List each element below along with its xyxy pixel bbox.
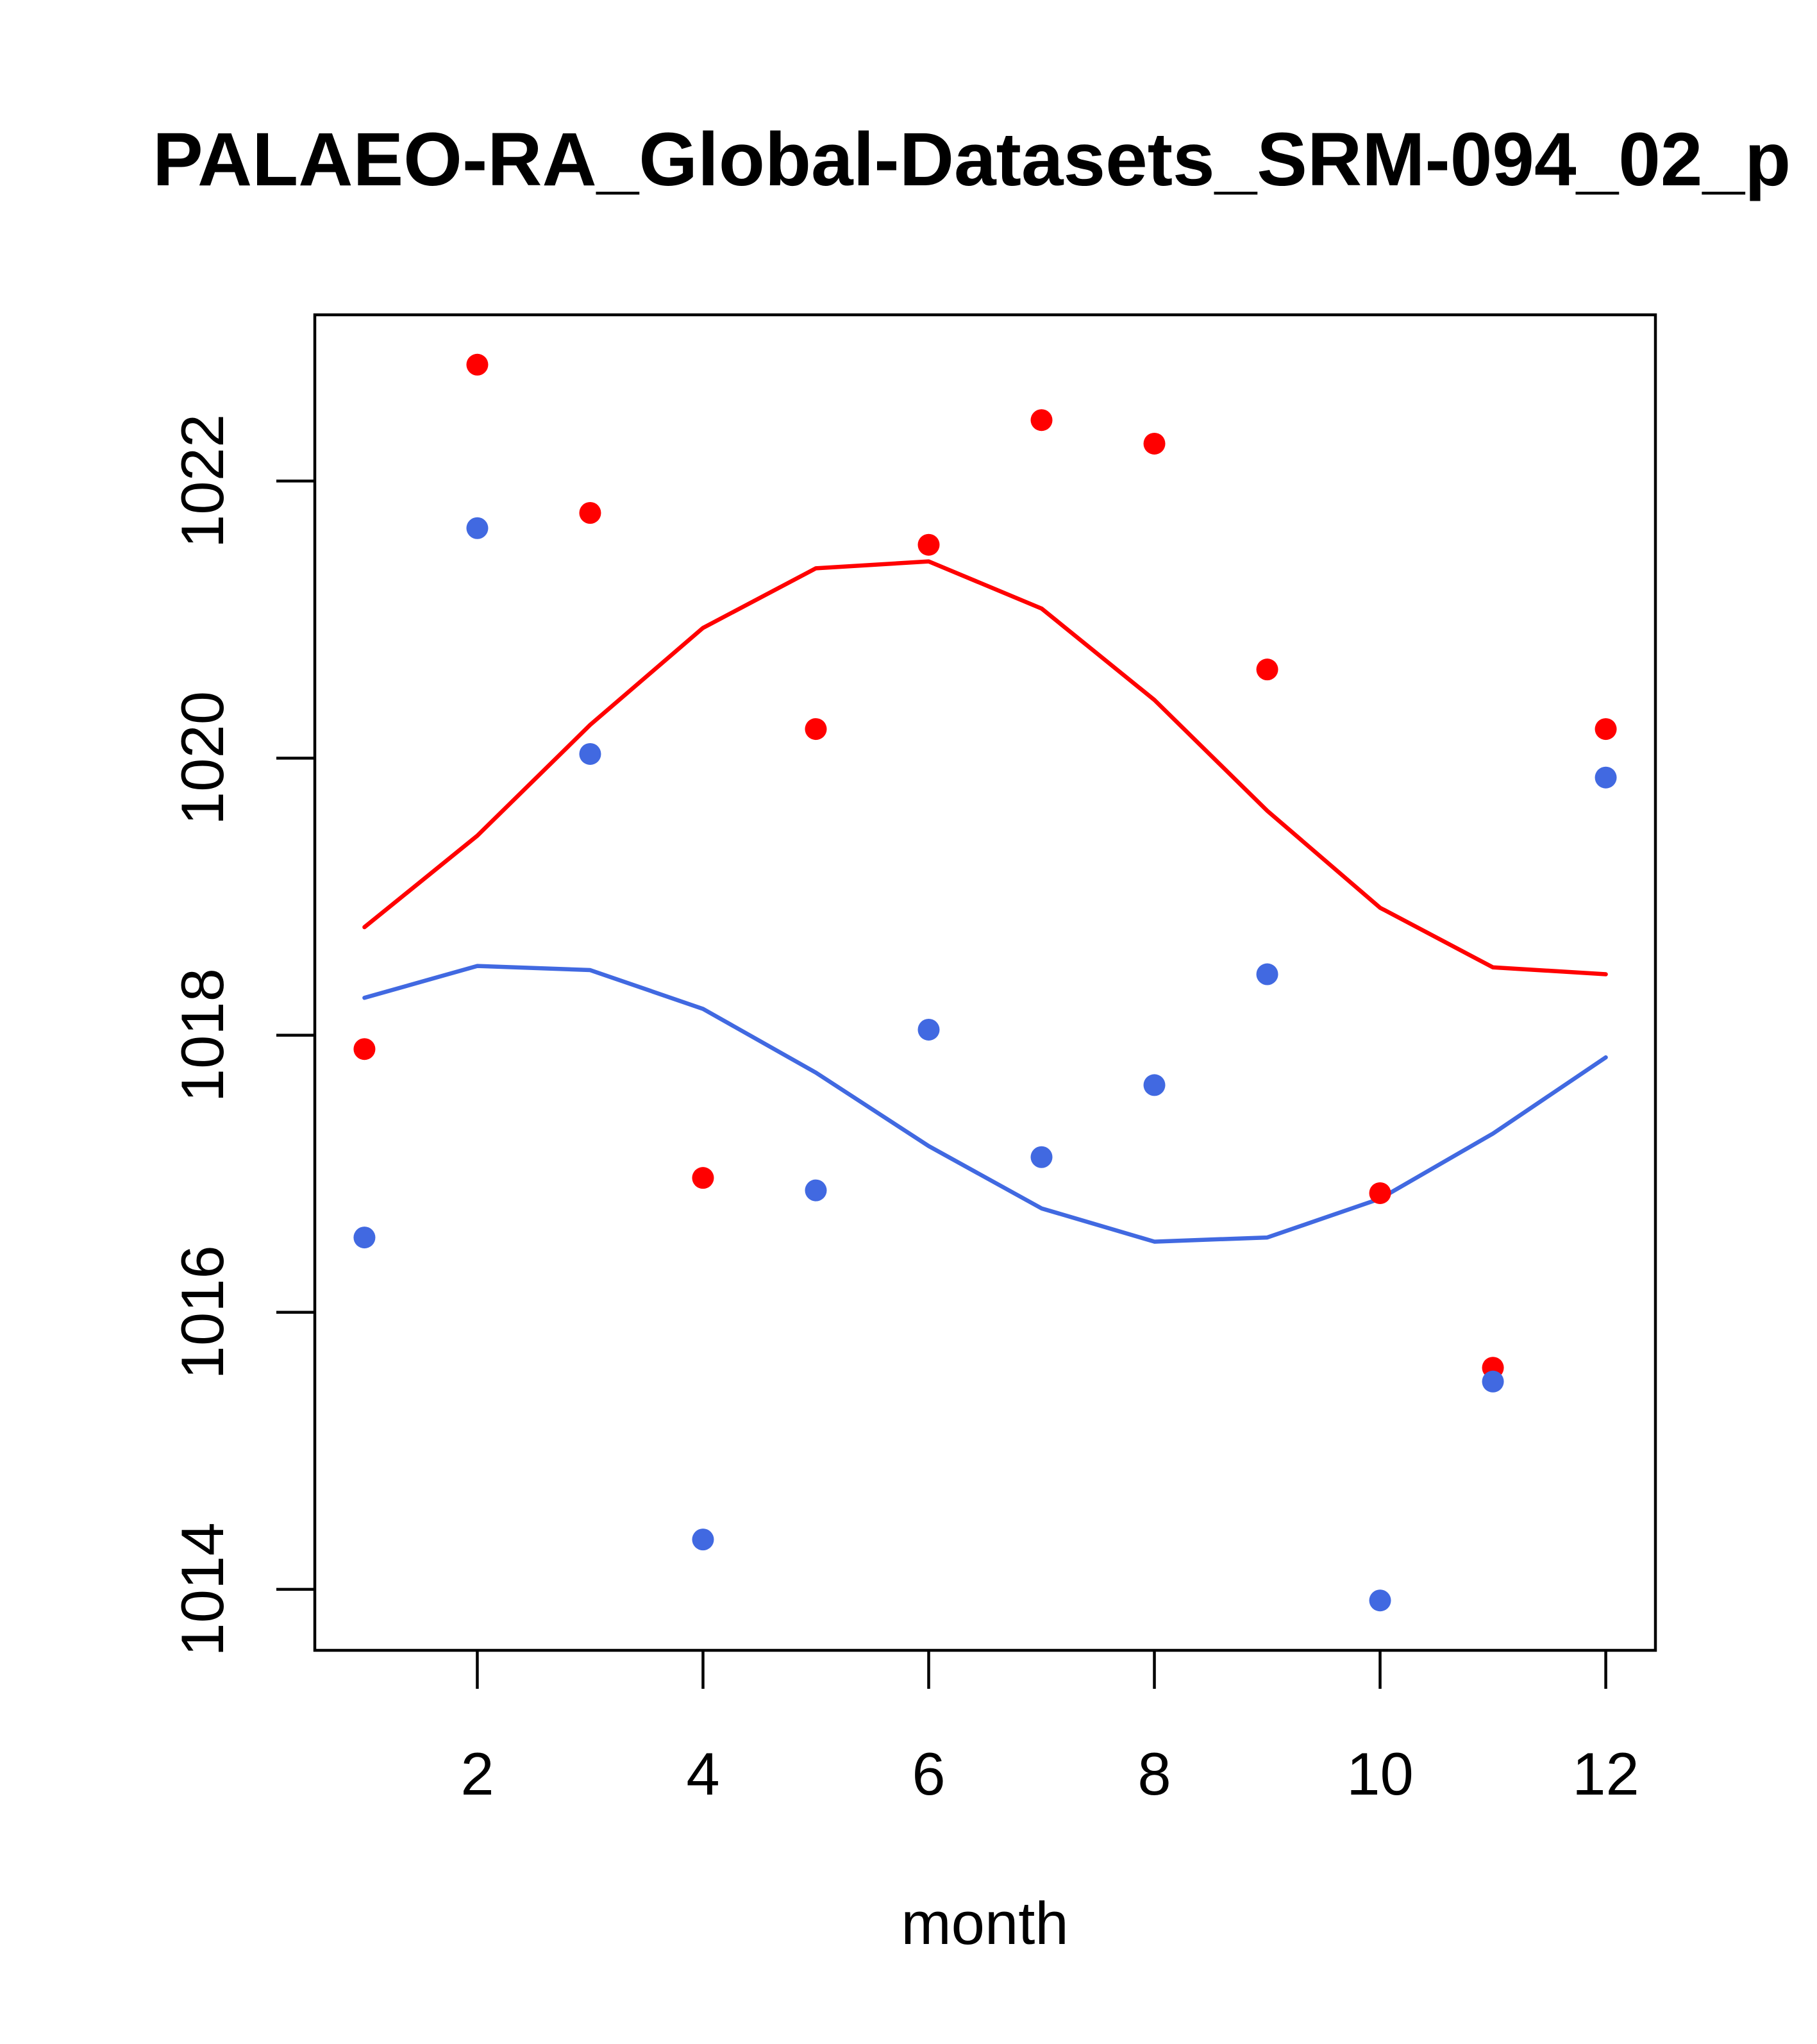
- red-point: [1030, 409, 1053, 431]
- x-tick-label: 4: [686, 1740, 719, 1807]
- series-points: [353, 353, 1617, 1612]
- x-tick-label: 8: [1137, 1740, 1171, 1807]
- red-point: [579, 501, 601, 524]
- x-axis-label: month: [901, 1889, 1068, 1957]
- red-point: [466, 353, 489, 376]
- red-point: [1595, 718, 1617, 741]
- blue-point: [1143, 1074, 1166, 1096]
- red-point: [1369, 1182, 1391, 1204]
- blue-point: [917, 1018, 940, 1041]
- y-axis: 1014 1016 1018 1020 1022: [169, 414, 315, 1656]
- blue-point: [805, 1179, 827, 1202]
- y-tick-label: 1022: [169, 414, 236, 548]
- y-tick-label: 1018: [169, 968, 236, 1102]
- x-axis: 2 4 6 8 10 12: [460, 1650, 1639, 1807]
- blue-point: [1369, 1589, 1391, 1612]
- red-point: [917, 533, 940, 556]
- red-point: [805, 718, 827, 741]
- blue-line: [362, 964, 1608, 1244]
- blue-point: [692, 1529, 714, 1551]
- plot-frame: [313, 313, 1657, 1652]
- x-tick-label: 10: [1346, 1740, 1414, 1807]
- blue-point: [353, 1227, 376, 1249]
- chart-title: PALAEO-RA_Global-Datasets_SRM-094_02_p: [153, 117, 1791, 202]
- x-tick-label: 12: [1572, 1740, 1639, 1807]
- blue-point: [1030, 1146, 1053, 1168]
- red-point: [692, 1167, 714, 1189]
- blue-point: [466, 517, 489, 539]
- red-line: [362, 559, 1608, 976]
- blue-point: [1482, 1370, 1504, 1393]
- y-tick-label: 1016: [169, 1245, 236, 1379]
- red-point: [353, 1038, 376, 1060]
- x-tick-label: 6: [912, 1740, 945, 1807]
- y-tick-label: 1014: [169, 1522, 236, 1656]
- series-lines: [362, 559, 1608, 1244]
- red-point: [1143, 432, 1166, 455]
- blue-point: [579, 742, 601, 765]
- x-tick-label: 2: [460, 1740, 494, 1807]
- blue-point: [1256, 963, 1278, 985]
- blue-point: [1595, 766, 1617, 789]
- red-point: [1256, 658, 1278, 681]
- y-tick-label: 1020: [169, 691, 236, 825]
